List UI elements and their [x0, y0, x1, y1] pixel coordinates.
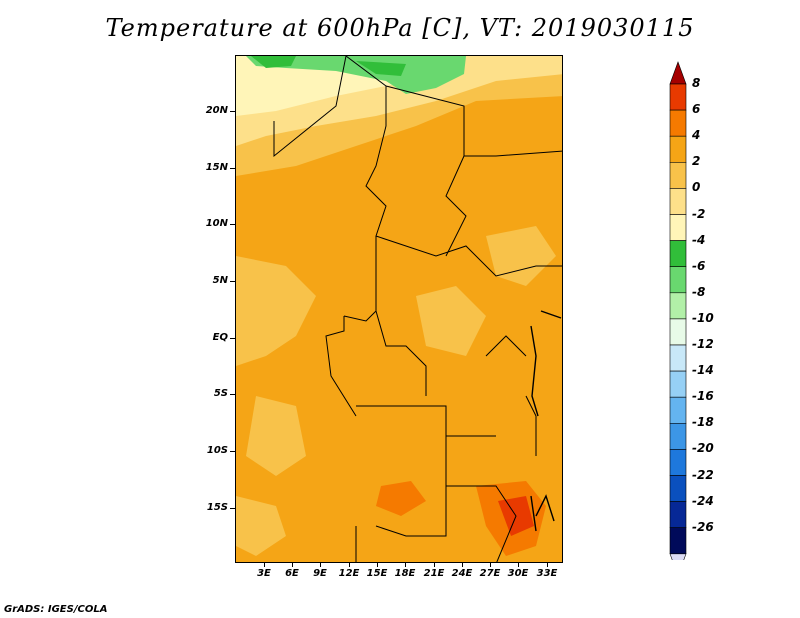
lon-tick: [292, 563, 293, 567]
lat-label-15n: 15N: [205, 162, 228, 173]
colorbar-label: 6: [692, 102, 701, 117]
lon-label-33e: 33E: [536, 568, 558, 579]
field-west-patch: [236, 256, 316, 366]
colorbar-label: 0: [692, 180, 701, 195]
lon-tick: [377, 563, 378, 567]
lakes: [530, 310, 562, 532]
colorbar-label: -4: [692, 232, 706, 247]
colorbar-label: 8: [692, 76, 701, 90]
lon-label-27e: 27E: [479, 568, 501, 579]
colorbar-label: -12: [692, 337, 714, 351]
lat-tick: [230, 281, 235, 282]
colorbar-cell: [669, 135, 687, 163]
lon-label-15e: 15E: [366, 568, 388, 579]
temperature-field: [236, 56, 562, 562]
lat-label-eq: EQ: [212, 332, 228, 343]
lat-label-15s: 15S: [206, 502, 228, 513]
colorbar-cell: [669, 475, 687, 502]
map-panel: [235, 55, 563, 563]
lon-label-3e: 3E: [257, 568, 271, 579]
colorbar-cell: [669, 83, 687, 111]
lon-label-6e: 6E: [285, 568, 299, 579]
colorbar-cell: [669, 266, 687, 294]
lat-label-5n: 5N: [212, 275, 228, 286]
colorbar-cell: [669, 370, 687, 398]
colorbar-cell: [669, 449, 687, 476]
lon-tick: [320, 563, 321, 567]
lon-tick: [490, 563, 491, 567]
lat-tick: [230, 451, 235, 452]
colorbar-label: -10: [692, 310, 714, 325]
lat-tick: [230, 338, 235, 339]
lat-label-20n: 20N: [205, 105, 228, 116]
colorbar-cell: [669, 240, 687, 268]
colorbar-cell: [669, 553, 687, 560]
map-title: Temperature at 600hPa [C], VT: 201903011…: [105, 14, 695, 42]
colorbar-cell: [669, 109, 687, 137]
field-band-m6c: [246, 56, 466, 94]
colorbar-cell: [669, 162, 687, 189]
lat-label-10n: 10N: [205, 218, 228, 229]
lon-tick: [547, 563, 548, 567]
field-hot-spot-west: [376, 481, 426, 516]
colorbar-cell: [669, 501, 687, 529]
lat-label-10s: 10S: [206, 445, 228, 456]
lon-tick: [264, 563, 265, 567]
field-southwest-patch: [246, 396, 306, 476]
colorbar-label: -24: [692, 493, 714, 508]
colorbar: [669, 61, 687, 560]
lon-label-30e: 30E: [507, 568, 529, 579]
lon-tick: [349, 563, 350, 567]
lon-tick: [462, 563, 463, 567]
colorbar-label: -14: [692, 363, 714, 378]
colorbar-label: -16: [692, 389, 714, 404]
colorbar-cell: [669, 292, 687, 320]
lon-label-24e: 24E: [451, 568, 473, 579]
field-band-m4c-west: [251, 56, 296, 68]
lat-tick: [230, 111, 235, 112]
lat-label-5s: 5S: [213, 388, 228, 399]
lat-tick: [230, 508, 235, 509]
lon-label-21e: 21E: [423, 568, 445, 579]
lon-tick: [518, 563, 519, 567]
colorbar-label: -18: [692, 415, 714, 430]
colorbar-cell: [669, 61, 687, 85]
colorbar-label: -8: [692, 284, 706, 299]
colorbar-cell: [669, 318, 687, 346]
colorbar-label: -26: [692, 519, 714, 534]
lat-tick: [230, 394, 235, 395]
colorbar-cell: [669, 188, 687, 215]
country-borders: [273, 56, 562, 562]
colorbar-label: 2: [692, 154, 701, 169]
colorbar-cell: [669, 214, 687, 241]
colorbar-label: -2: [692, 206, 706, 221]
lat-tick: [230, 224, 235, 225]
field-south-patch: [236, 496, 286, 556]
lon-label-9e: 9E: [313, 568, 327, 579]
colorbar-label: 4: [692, 128, 701, 143]
colorbar-cell: [669, 422, 687, 450]
lon-tick: [434, 563, 435, 567]
colorbar-label: -22: [692, 467, 714, 482]
colorbar-cell: [669, 527, 687, 555]
colorbar-cell: [669, 396, 687, 424]
lon-label-12e: 12E: [338, 568, 360, 579]
lon-tick: [405, 563, 406, 567]
field-band-m4c-east: [356, 61, 406, 76]
lon-label-18e: 18E: [394, 568, 416, 579]
colorbar-cell: [669, 344, 687, 372]
colorbar-label: -20: [692, 441, 714, 456]
field-east-patch: [486, 226, 556, 286]
field-central-patch: [416, 286, 486, 356]
grads-credit: GrADS: IGES/COLA: [4, 604, 108, 615]
colorbar-label: -6: [692, 258, 706, 273]
lat-tick: [230, 168, 235, 169]
